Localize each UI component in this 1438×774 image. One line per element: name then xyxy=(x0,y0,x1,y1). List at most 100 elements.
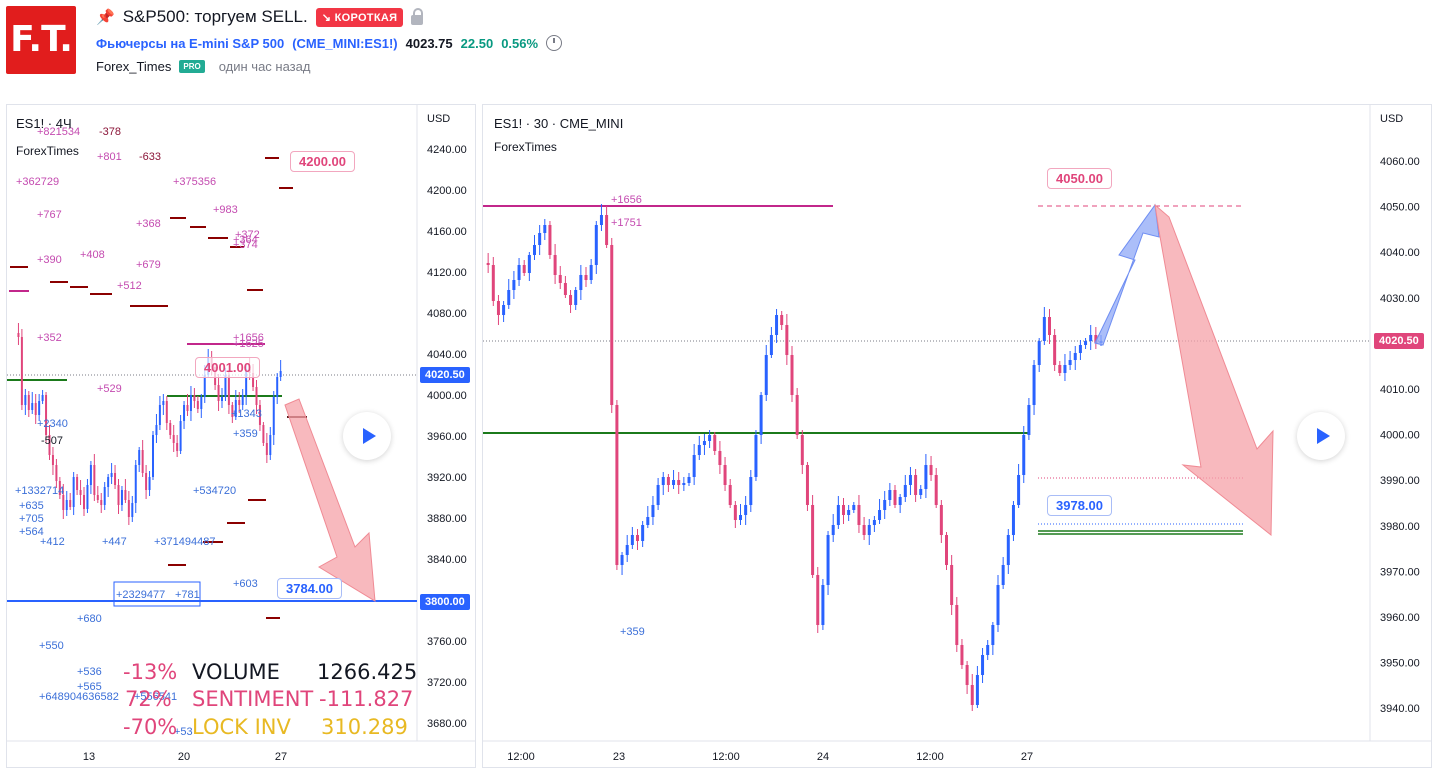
candle-body xyxy=(20,337,23,405)
candle-body xyxy=(831,525,835,535)
sentiment-label: SENTIMENT xyxy=(192,687,314,711)
candle-body xyxy=(1058,365,1062,373)
candle-body xyxy=(769,335,773,355)
left-annotation-text: +1332714 xyxy=(15,485,64,497)
candle-body xyxy=(656,485,660,505)
symbol-name-link[interactable]: Фьючерсы на E-mini S&P 500 xyxy=(96,35,285,51)
replay-play-button-right[interactable] xyxy=(1297,412,1345,460)
candle-body xyxy=(919,489,923,495)
idea-title-row: 📌 S&P500: торгуем SELL. ↘ КОРОТКАЯ xyxy=(96,6,424,28)
candle-body xyxy=(620,555,624,565)
left-annotation-text: +362729 xyxy=(16,176,59,188)
candle-body xyxy=(120,490,123,505)
candle-body xyxy=(589,265,593,280)
right-chart-pane[interactable]: 4060.004050.004040.004030.004020.004010.… xyxy=(482,104,1432,768)
candle-body xyxy=(162,401,165,405)
candle-body xyxy=(579,275,583,290)
candle-body xyxy=(795,395,799,435)
left-callout-4200[interactable]: 4200.00 xyxy=(290,151,355,172)
left-last-price-tag: 4020.50 xyxy=(420,367,470,383)
left-callout-4001[interactable]: 4001.00 xyxy=(195,357,260,378)
right-callout-4050[interactable]: 4050.00 xyxy=(1047,168,1112,189)
alert-clock-icon[interactable] xyxy=(546,35,563,51)
left-volume-profile-marks xyxy=(9,157,307,619)
candle-body xyxy=(646,517,650,525)
candle-body xyxy=(517,265,521,280)
left-price-axis[interactable]: 4240.00 4200.00 4160.00 4120.00 4080.00 4040.… xyxy=(427,144,467,730)
symbol-row: Фьючерсы на E-mini S&P 500 (CME_MINI:ES1… xyxy=(96,35,563,51)
right-symbol-label: ES1! · 30 · CME_MINI xyxy=(494,116,624,131)
right-price-axis[interactable]: 4060.004050.004040.004030.004020.004010.… xyxy=(1380,156,1420,715)
left-annotation-text: +680 xyxy=(77,613,102,625)
candle-body xyxy=(754,435,758,477)
forecast-down-arrow-right[interactable] xyxy=(1154,203,1274,537)
last-price: 4023.75 xyxy=(405,35,453,51)
candle-body xyxy=(908,475,912,485)
candle-body xyxy=(929,465,933,475)
left-y-tick: 4120.00 xyxy=(427,267,467,279)
candle-body xyxy=(996,585,1000,625)
right-x-tick: 24 xyxy=(817,751,829,763)
candle-body xyxy=(69,500,72,507)
author-name[interactable]: Forex_Times xyxy=(96,59,172,74)
forecast-up-arrow[interactable] xyxy=(1094,203,1160,346)
candle-body xyxy=(193,395,196,401)
candle-body xyxy=(594,225,598,265)
candle-body xyxy=(58,481,61,495)
candle-body xyxy=(682,483,686,485)
range-box[interactable] xyxy=(113,581,201,607)
candle-body xyxy=(677,480,681,485)
candle-body xyxy=(708,435,712,441)
candle-body xyxy=(1094,335,1098,343)
candle-body xyxy=(279,371,282,377)
left-time-axis[interactable]: 13 20 27 xyxy=(83,751,287,763)
left-y-tick: 3920.00 xyxy=(427,472,467,484)
left-annotation-text: +447 xyxy=(102,536,127,548)
candle-body xyxy=(186,405,189,411)
candle-body xyxy=(238,400,241,405)
right-y-tick: 4060.00 xyxy=(1380,156,1420,168)
pin-icon: 📌 xyxy=(96,9,115,26)
candle-body xyxy=(785,325,789,355)
candle-body xyxy=(265,443,268,455)
candle-body xyxy=(203,375,206,397)
left-candles xyxy=(17,323,282,525)
candle-body xyxy=(51,455,54,465)
candle-body xyxy=(41,395,44,401)
candle-body xyxy=(1089,335,1093,341)
candle-body xyxy=(117,485,120,505)
left-x-tick: 20 xyxy=(178,751,190,763)
left-annotation-text: +550 xyxy=(39,640,64,652)
right-chart-canvas[interactable]: 4060.004050.004040.004030.004020.004010.… xyxy=(483,105,1432,768)
right-currency: USD xyxy=(1380,113,1404,125)
candle-body xyxy=(183,405,186,421)
candle-body xyxy=(65,500,68,510)
candle-body xyxy=(898,497,902,505)
forex-times-logo[interactable]: F.T. xyxy=(6,6,76,74)
left-chart-pane[interactable]: 4240.00 4200.00 4160.00 4120.00 4080.00 4040.… xyxy=(6,104,476,768)
candle-body xyxy=(110,473,113,477)
left-chart-canvas[interactable]: 4240.00 4200.00 4160.00 4120.00 4080.00 4040.… xyxy=(7,105,476,768)
candle-body xyxy=(625,545,629,555)
left-y-tick: 4000.00 xyxy=(427,390,467,402)
candle-body xyxy=(507,290,511,305)
left-annotation-text: +801 xyxy=(97,151,122,163)
candle-body xyxy=(1078,345,1082,353)
candle-body xyxy=(548,225,552,255)
symbol-code-link[interactable]: (CME_MINI:ES1!) xyxy=(292,35,398,51)
candle-body xyxy=(713,435,717,451)
candle-body xyxy=(131,503,134,517)
left-callout-3784[interactable]: 3784.00 xyxy=(277,578,342,599)
candle-body xyxy=(227,375,230,405)
candle-body xyxy=(811,505,815,575)
left-annotation-text: +372 xyxy=(235,229,260,241)
right-time-axis[interactable]: 12:00 23 12:00 24 12:00 27 xyxy=(507,751,1033,763)
replay-play-button[interactable] xyxy=(343,412,391,460)
candle-body xyxy=(221,397,223,401)
right-callout-3978[interactable]: 3978.00 xyxy=(1047,495,1112,516)
left-annotation-text: +352 xyxy=(37,332,62,344)
candle-body xyxy=(702,441,706,445)
candle-body xyxy=(155,425,158,435)
forecast-down-arrow[interactable] xyxy=(284,398,376,602)
candle-body xyxy=(134,465,137,503)
